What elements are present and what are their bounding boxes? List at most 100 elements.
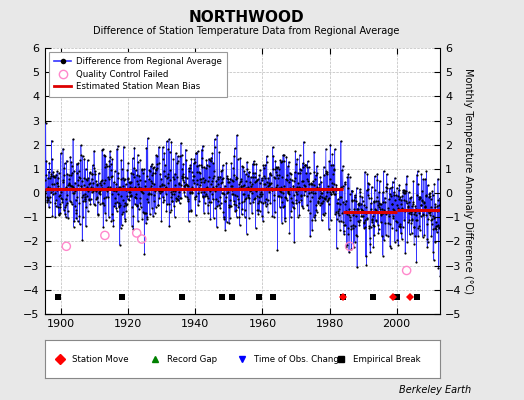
Point (200, 179, 208, 185)
Point (408, 203, 417, 209)
Point (404, 204, 412, 210)
Point (139, 209, 147, 215)
Point (418, 234, 427, 240)
Point (188, 190, 196, 196)
Point (118, 166, 126, 172)
Point (283, 187, 292, 194)
Point (167, 207, 176, 214)
Point (191, 158, 199, 165)
Point (71, 203, 80, 209)
Point (339, 199, 347, 205)
Point (206, 215, 214, 222)
Point (268, 144, 277, 150)
Point (430, 214, 438, 221)
Point (433, 222, 442, 228)
Point (336, 184, 345, 190)
Point (239, 164, 247, 170)
Point (239, 182, 248, 188)
Point (42, 158, 51, 164)
Point (281, 176, 290, 183)
Point (64, 182, 72, 188)
Point (216, 184, 224, 191)
Point (238, 163, 246, 170)
Point (46, 184, 54, 191)
Point (266, 200, 275, 207)
Point (197, 176, 205, 182)
Point (308, 227, 316, 233)
Point (63, 208, 72, 214)
Point (367, 184, 376, 190)
Point (427, 217, 435, 224)
Point (173, 174, 181, 180)
Point (370, 198, 379, 205)
Point (420, 203, 429, 210)
Point (242, 185, 250, 192)
Point (51, 200, 59, 206)
Point (253, 177, 261, 184)
Point (371, 206, 379, 212)
Point (343, 242, 351, 248)
Point (372, 206, 380, 213)
Point (118, 175, 127, 181)
Point (426, 193, 434, 199)
Point (323, 170, 331, 177)
Point (256, 180, 265, 187)
Point (283, 163, 292, 170)
Point (182, 181, 190, 188)
Point (364, 180, 372, 186)
Point (408, 216, 416, 222)
Point (309, 182, 318, 188)
Point (103, 186, 112, 192)
Point (107, 166, 115, 173)
Point (85, 169, 94, 176)
Point (137, 184, 146, 191)
Point (187, 156, 195, 162)
Point (83, 192, 92, 199)
Point (254, 176, 262, 183)
Point (215, 194, 224, 200)
Point (160, 173, 169, 179)
Point (262, 196, 270, 202)
Point (148, 170, 157, 176)
Point (434, 197, 442, 204)
Point (187, 190, 195, 196)
Point (301, 162, 309, 168)
Point (124, 175, 133, 182)
Point (334, 210, 343, 216)
Point (429, 226, 438, 232)
Point (93, 212, 102, 218)
Point (277, 194, 285, 200)
Point (372, 218, 380, 224)
Point (266, 170, 274, 177)
Point (129, 226, 137, 232)
Point (135, 184, 143, 190)
Point (264, 209, 272, 215)
Point (356, 186, 364, 192)
Point (226, 176, 235, 182)
Point (344, 224, 352, 231)
Point (235, 181, 243, 188)
Point (96, 200, 104, 207)
Point (370, 198, 378, 204)
Point (180, 188, 188, 195)
Point (401, 197, 410, 204)
Point (392, 192, 400, 198)
Point (75, 200, 83, 206)
Point (99, 146, 107, 152)
Point (335, 206, 343, 212)
Point (172, 196, 181, 202)
Point (154, 186, 162, 192)
Point (262, 185, 270, 191)
Point (289, 192, 298, 198)
Point (149, 165, 158, 171)
Point (359, 219, 368, 226)
Point (137, 166, 146, 172)
Point (144, 176, 152, 183)
Point (362, 204, 370, 210)
Point (211, 144, 219, 150)
Point (102, 194, 110, 200)
Point (92, 196, 101, 202)
Point (202, 185, 210, 192)
Point (394, 187, 402, 193)
Point (425, 210, 433, 216)
